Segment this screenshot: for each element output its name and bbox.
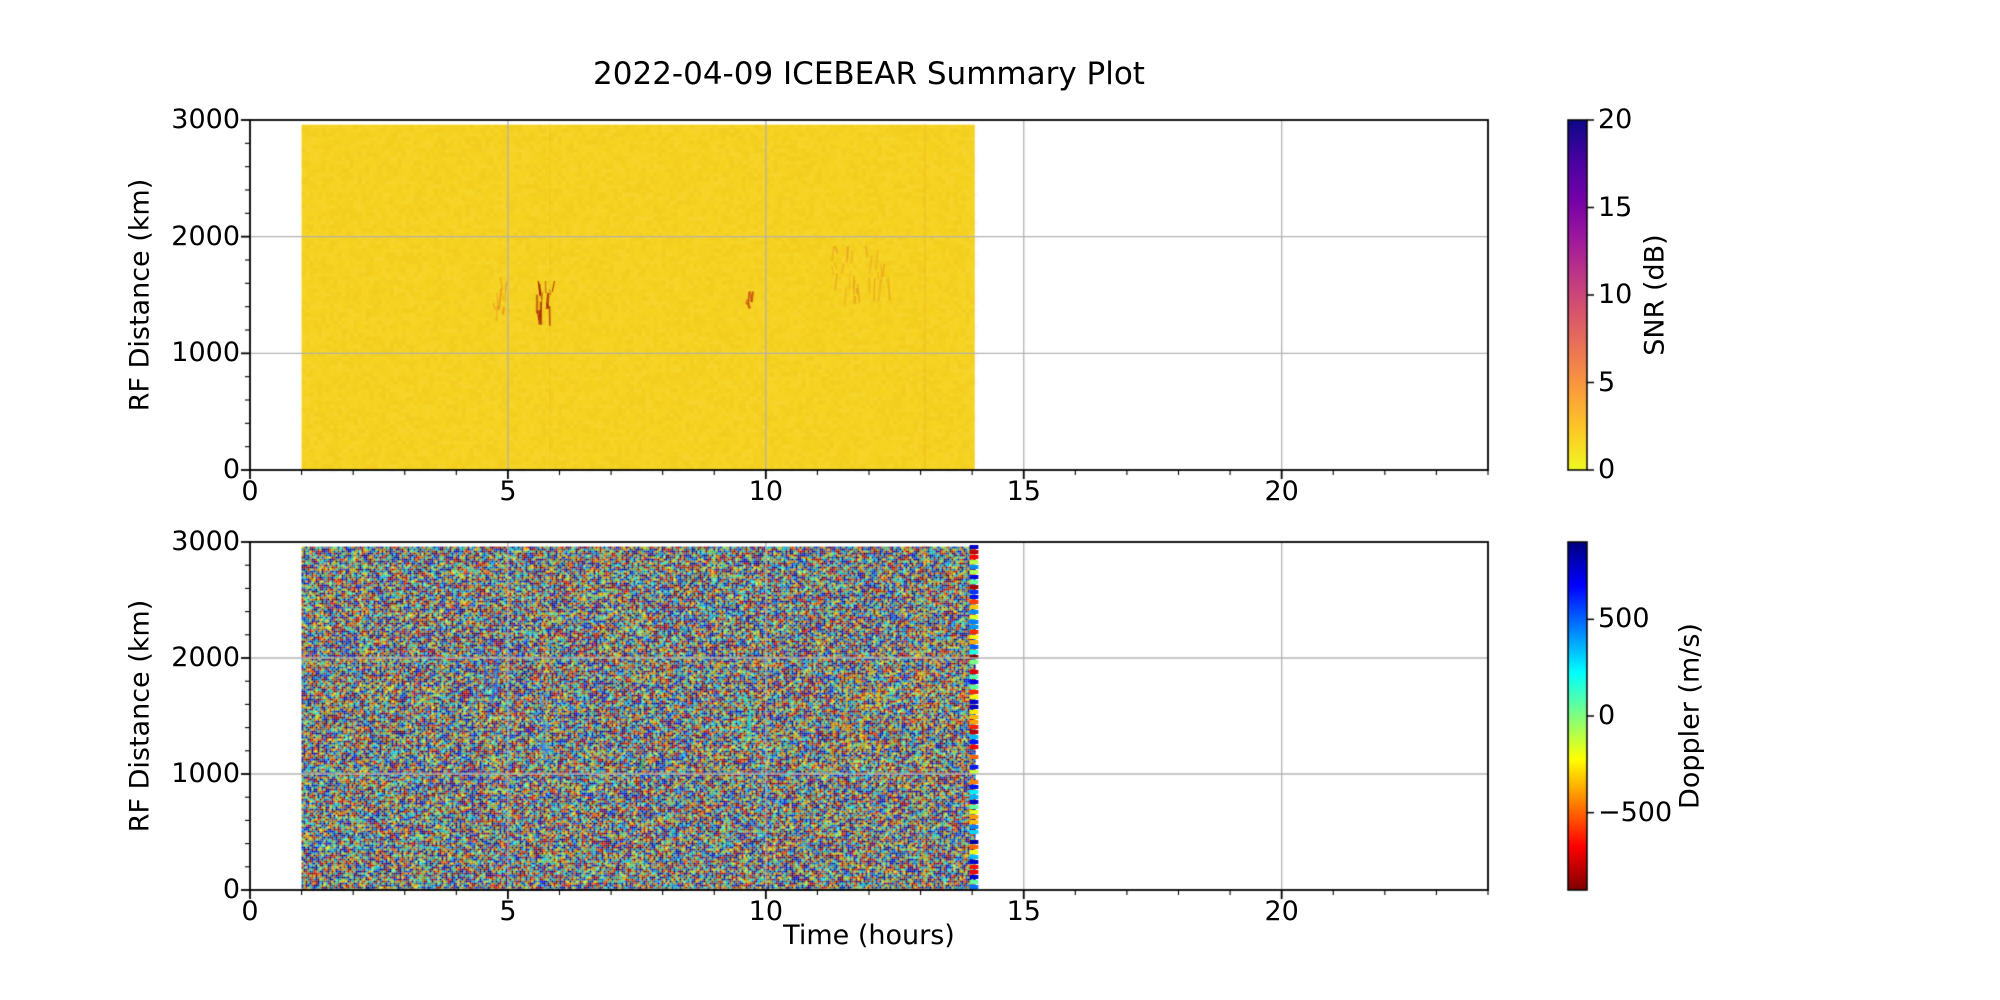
y-tick-label: 2000 <box>171 220 240 252</box>
colorbar-tick-label: 0 <box>1598 454 1616 485</box>
x-tick-label: 20 <box>1264 896 1299 927</box>
x-tick-label: 10 <box>748 476 784 507</box>
y-tick-label: 2000 <box>171 642 240 673</box>
x-tick-label: 0 <box>241 896 259 927</box>
y-tick-label: 1000 <box>171 337 240 369</box>
colorbar-tick-label: 15 <box>1598 191 1633 223</box>
doppler-colorbar-label: Doppler (m/s) <box>1674 623 1706 809</box>
x-tick-label: 5 <box>499 476 517 507</box>
x-tick-label: 0 <box>241 476 259 507</box>
y-tick-label: 1000 <box>171 758 240 789</box>
figure-title: 2022-04-09 ICEBEAR Summary Plot <box>593 56 1145 92</box>
colorbar-tick-label: 5 <box>1598 366 1616 398</box>
x-tick-label: 10 <box>748 896 784 927</box>
x-tick-label: 20 <box>1264 476 1299 507</box>
x-axis-label: Time (hours) <box>783 920 955 951</box>
colorbar-tick-label: 10 <box>1598 279 1633 310</box>
y-tick-label: 3000 <box>171 104 240 135</box>
y-tick-label: 0 <box>222 874 240 905</box>
colorbar-tick-label: 20 <box>1598 104 1633 135</box>
y-tick-label: 0 <box>222 454 240 485</box>
snr-y-axis-label: RF Distance (km) <box>124 178 156 412</box>
doppler-y-axis-label: RF Distance (km) <box>124 599 156 833</box>
colorbar-tick-label: 500 <box>1598 603 1650 635</box>
colorbar-tick-label: 0 <box>1598 700 1616 731</box>
colorbar-tick-label: −500 <box>1598 796 1673 828</box>
x-tick-label: 15 <box>1006 896 1041 927</box>
x-tick-label: 5 <box>499 896 517 927</box>
y-tick-label: 3000 <box>171 526 240 557</box>
snr-colorbar-label: SNR (dB) <box>1639 234 1671 356</box>
x-tick-label: 15 <box>1006 476 1041 507</box>
